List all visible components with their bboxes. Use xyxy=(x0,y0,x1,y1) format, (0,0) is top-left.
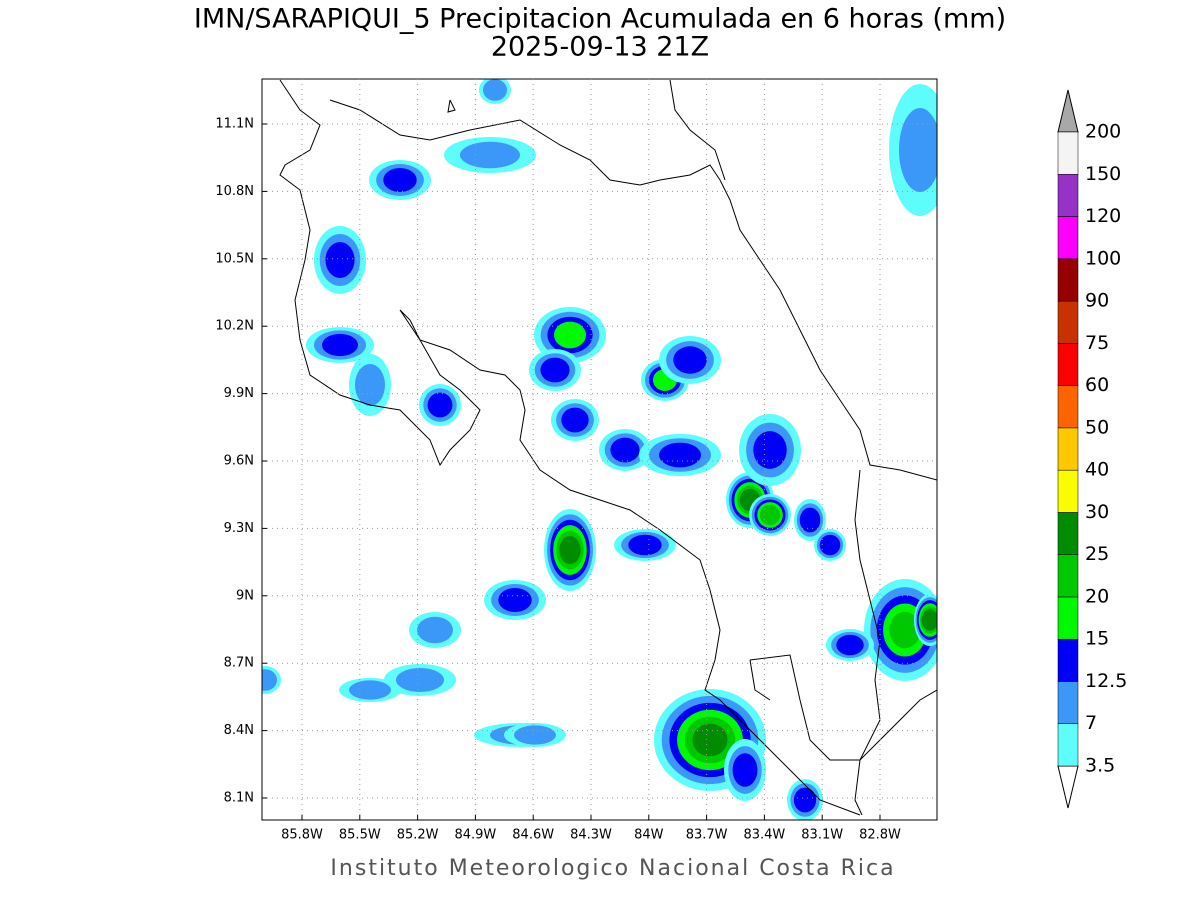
lat-tick-label: 10.5N xyxy=(215,251,254,266)
rain-area xyxy=(628,534,662,556)
rain-area xyxy=(427,392,453,418)
rain-area xyxy=(836,634,864,656)
rain-area xyxy=(610,437,640,463)
rain-area xyxy=(659,442,701,468)
lat-tick-label: 8.4N xyxy=(224,723,254,738)
rain-area xyxy=(460,141,520,169)
rain-area xyxy=(262,669,277,691)
colorbar-label: 3.5 xyxy=(1085,755,1115,777)
rain-area xyxy=(514,725,556,745)
colorbar-label: 7 xyxy=(1085,712,1097,734)
colorbar-label: 200 xyxy=(1085,121,1121,143)
title: IMN/SARAPIQUI_5 Precipitacion Acumulada … xyxy=(194,4,1006,35)
rain-area xyxy=(692,723,728,757)
colorbar-label: 50 xyxy=(1085,416,1109,438)
colorbar-label: 40 xyxy=(1085,459,1109,481)
colorbar-label: 75 xyxy=(1085,332,1109,354)
rain-area xyxy=(673,346,707,374)
colorbar-label: 12.5 xyxy=(1085,670,1127,692)
rain-area xyxy=(753,431,787,469)
rain-area xyxy=(759,504,781,526)
colorbar-label: 15 xyxy=(1085,628,1109,650)
colorbar-label: 90 xyxy=(1085,290,1109,312)
colorbar-box xyxy=(1057,554,1079,598)
lat-tick-label: 10.8N xyxy=(215,184,254,199)
colorbar-box xyxy=(1057,174,1079,217)
lat-tick-label: 8.1N xyxy=(224,791,254,806)
rain-area xyxy=(349,680,391,700)
rain-area xyxy=(561,407,589,433)
lat-tick-label: 9.9N xyxy=(224,386,254,401)
colorbar-label: 25 xyxy=(1085,543,1109,565)
lon-tick-label: 84W xyxy=(634,828,664,843)
lat-tick-label: 11.1N xyxy=(215,117,254,132)
lat-tick-label: 8.7N xyxy=(224,656,254,671)
rain-area xyxy=(889,611,921,649)
colorbar-box xyxy=(1057,427,1079,471)
rain-area xyxy=(799,507,821,533)
rain-area xyxy=(921,609,937,631)
colorbar-box xyxy=(1057,385,1079,429)
lat-tick-label: 9N xyxy=(236,588,254,603)
rain-area xyxy=(554,321,586,349)
lat-tick-label: 9.6N xyxy=(224,454,254,469)
colorbar-box xyxy=(1057,343,1079,386)
lon-tick-label: 85.2W xyxy=(397,828,439,843)
lon-tick-label: 85.5W xyxy=(339,828,381,843)
rain-area xyxy=(396,668,444,692)
colorbar-box xyxy=(1057,512,1079,555)
lon-tick-label: 83.7W xyxy=(686,828,728,843)
colorbar-label: 100 xyxy=(1085,247,1121,269)
rain-area xyxy=(322,333,358,357)
precipitation-field xyxy=(262,79,937,820)
rain-area xyxy=(498,588,532,612)
rain-area xyxy=(540,357,570,383)
colorbar-box xyxy=(1057,131,1079,175)
rain-area xyxy=(417,616,453,644)
colorbar-over xyxy=(1057,89,1079,133)
lon-tick-label: 84.3W xyxy=(570,828,612,843)
colorbar-box xyxy=(1057,681,1079,724)
rain-area xyxy=(355,364,385,406)
lon-tick-label: 84.9W xyxy=(454,828,496,843)
lon-tick-label: 83.1W xyxy=(801,828,843,843)
rain-area xyxy=(732,753,758,787)
rain-area xyxy=(793,787,817,813)
subtitle: 2025-09-13 21Z xyxy=(491,32,709,63)
colorbar-box xyxy=(1057,596,1079,640)
colorbar-box xyxy=(1057,723,1079,767)
lon-tick-label: 83.4W xyxy=(743,828,785,843)
colorbar-label: 30 xyxy=(1085,501,1109,523)
rain-area xyxy=(483,79,507,101)
colorbar-box xyxy=(1057,258,1079,302)
colorbar-label: 120 xyxy=(1085,205,1121,227)
rain-area xyxy=(383,168,417,192)
rain-area xyxy=(899,108,937,192)
colorbar-box xyxy=(1057,638,1079,682)
rain-area xyxy=(819,534,841,556)
colorbar-box xyxy=(1057,300,1079,344)
colorbar-under xyxy=(1057,765,1079,809)
lon-tick-label: 85.8W xyxy=(281,828,323,843)
colorbar-box xyxy=(1057,469,1079,513)
colorbar-label: 150 xyxy=(1085,163,1121,185)
lon-tick-label: 84.6W xyxy=(512,828,554,843)
colorbar-label: 20 xyxy=(1085,585,1109,607)
colorbar-label: 60 xyxy=(1085,374,1109,396)
rain-area xyxy=(325,242,355,278)
rain-area xyxy=(559,535,581,565)
lon-tick-label: 82.8W xyxy=(859,828,901,843)
lat-tick-label: 10.2N xyxy=(215,319,254,334)
map-frame xyxy=(261,78,938,821)
lat-tick-label: 9.3N xyxy=(224,521,254,536)
coastlines xyxy=(279,79,937,816)
colorbar-box xyxy=(1057,216,1079,260)
footer: Instituto Meteorologico Nacional Costa R… xyxy=(330,856,895,881)
